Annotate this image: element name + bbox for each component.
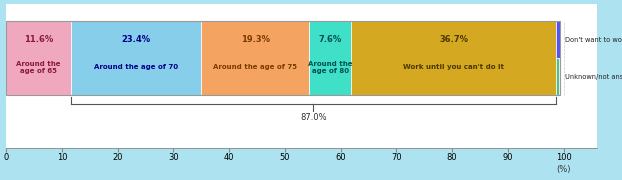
Text: (%): (%): [557, 165, 571, 174]
Bar: [309, 21, 351, 95]
Bar: [6, 21, 71, 95]
Text: 87.0%: 87.0%: [300, 113, 327, 122]
Text: 7.6%: 7.6%: [318, 35, 341, 44]
Text: Around the age of 70: Around the age of 70: [94, 64, 178, 70]
Bar: [556, 58, 559, 95]
Bar: [202, 21, 309, 95]
Bar: [71, 21, 202, 95]
Text: 36.7%: 36.7%: [439, 35, 468, 44]
Text: Around the age of 75: Around the age of 75: [213, 64, 297, 70]
Bar: [556, 21, 560, 58]
Text: 23.4%: 23.4%: [121, 35, 151, 44]
Text: Unknown/not answered    0.6%: Unknown/not answered 0.6%: [565, 74, 622, 80]
Text: Around the
age of 80: Around the age of 80: [308, 61, 352, 74]
Text: Around the
age of 65: Around the age of 65: [16, 61, 61, 74]
Text: Work until you can't do it: Work until you can't do it: [403, 64, 504, 70]
Bar: [351, 21, 556, 95]
Text: Don't want to work    0.8%: Don't want to work 0.8%: [565, 37, 622, 43]
Text: 11.6%: 11.6%: [24, 35, 53, 44]
Text: 19.3%: 19.3%: [241, 35, 269, 44]
Bar: [6, 21, 560, 95]
